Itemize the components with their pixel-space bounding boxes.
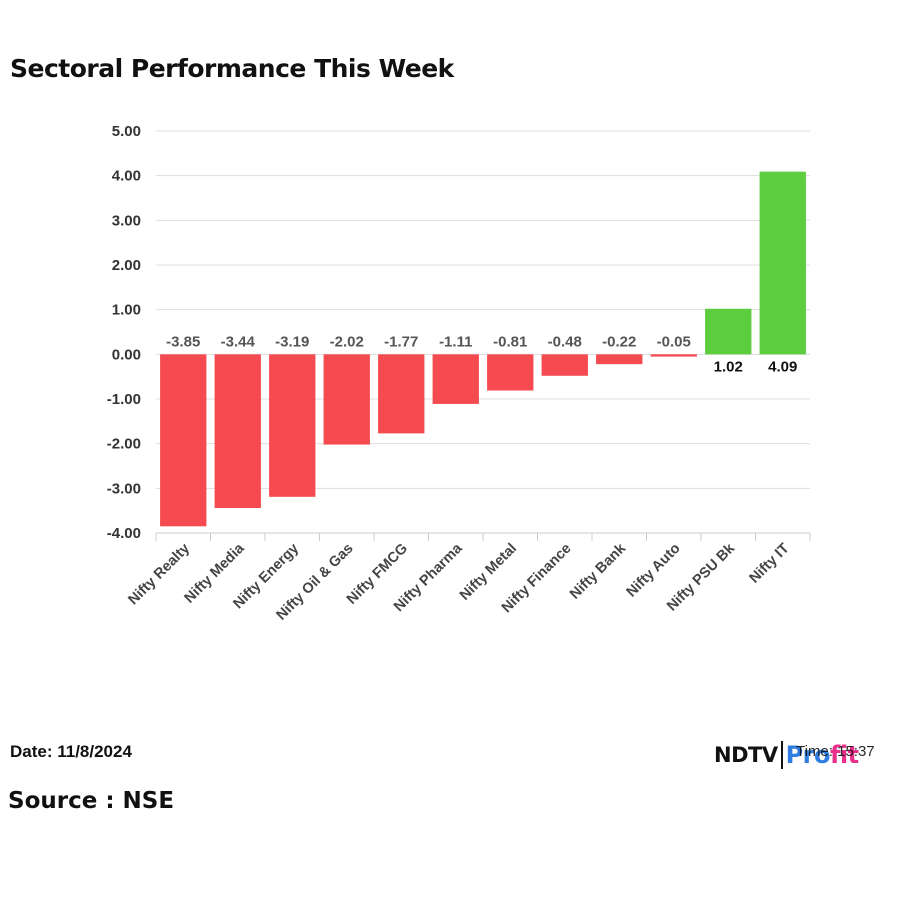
- data-label: -3.19: [275, 333, 309, 350]
- bar: [269, 354, 316, 497]
- chart-title: Sectoral Performance This Week: [10, 54, 454, 83]
- data-label: -3.44: [221, 333, 256, 350]
- y-tick-label: -4.00: [107, 525, 141, 542]
- bar: [759, 171, 806, 355]
- y-tick-label: -3.00: [107, 480, 141, 497]
- bar: [487, 354, 534, 391]
- y-tick-label: 4.00: [112, 168, 141, 185]
- x-tick-label: Nifty Realty: [125, 541, 193, 609]
- y-axis-ticks: 5.00 4.00 3.00 2.00 1.00 0.00 -1.00 -2.00 -3.00 -…: [107, 123, 141, 542]
- bar-chart: 5.00 4.00 3.00 2.00 1.00 0.00 -1.00 -2.00 -3.00 -…: [107, 123, 811, 624]
- data-label: -3.85: [166, 333, 200, 350]
- ndtv-profit-logo: NDTV Profit Time: 15:37: [714, 738, 875, 772]
- y-tick-label: 3.00: [112, 212, 141, 229]
- data-label: -1.77: [384, 333, 418, 350]
- bar: [160, 354, 207, 527]
- chart-date: Date: 11/8/2024: [10, 742, 132, 761]
- logo-product: Profit: [785, 741, 860, 769]
- bar: [323, 354, 370, 445]
- bars: [160, 171, 806, 527]
- data-label: -0.05: [657, 333, 691, 350]
- data-label: -2.02: [330, 333, 364, 350]
- bar: [541, 354, 588, 376]
- data-label: -0.48: [548, 333, 582, 350]
- bar: [214, 354, 261, 508]
- y-tick-label: 0.00: [112, 346, 141, 363]
- bar: [378, 354, 425, 434]
- y-tick-label: -2.00: [107, 436, 141, 453]
- x-tick-label: Nifty Bank: [567, 540, 630, 603]
- data-label: -0.81: [493, 333, 527, 350]
- data-label: -0.22: [602, 333, 636, 350]
- bar: [596, 354, 643, 365]
- chart-source: Source : NSE: [8, 788, 175, 814]
- data-labels: -3.85 -3.44 -3.19 -2.02 -1.77 -1.11 -0.81 -0.48…: [166, 333, 797, 375]
- y-tick-label: -1.00: [107, 391, 141, 408]
- y-tick-label: 1.00: [112, 302, 141, 319]
- data-label: -1.11: [439, 333, 472, 350]
- y-tick-label: 2.00: [112, 257, 141, 274]
- data-label: 1.02: [714, 358, 743, 375]
- data-label: 4.09: [768, 358, 797, 375]
- x-tick-label: Nifty IT: [747, 540, 793, 586]
- logo-time-overlay: Time: 15:37: [796, 743, 875, 760]
- y-tick-label: 5.00: [112, 123, 141, 140]
- bar: [432, 354, 479, 404]
- logo-brand: NDTV: [714, 743, 778, 767]
- bar: [705, 308, 752, 355]
- logo-divider: [780, 741, 783, 769]
- bar: [650, 354, 697, 357]
